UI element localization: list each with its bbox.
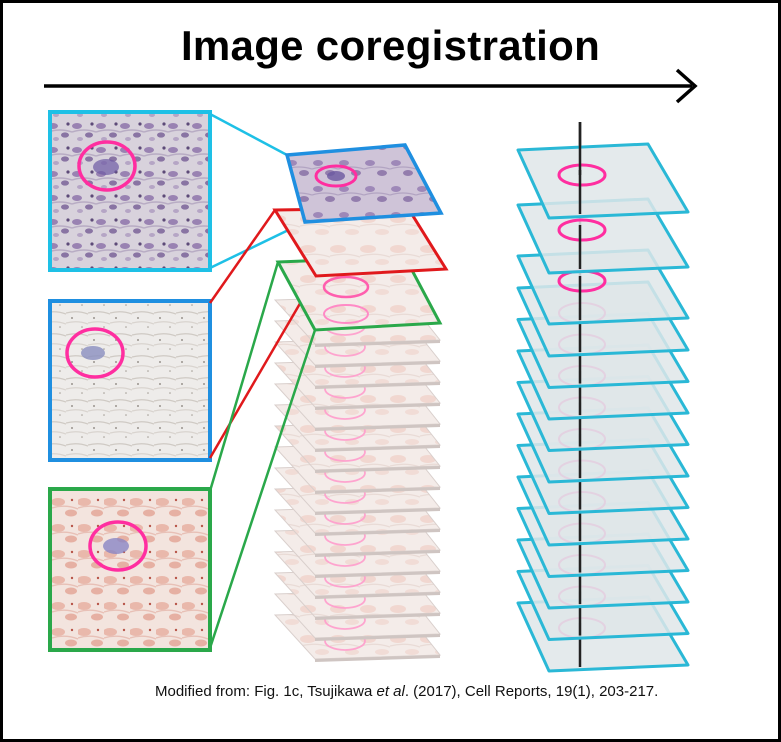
he-stain-inset [48, 110, 212, 272]
caption-text-after: . (2017), Cell Reports, 19(1), 203-217. [404, 683, 659, 700]
figure-title: Image coregistration [180, 22, 601, 69]
blue-outlined-slice [284, 143, 444, 224]
figure-caption: Modified from: Fig. 1c, Tsujikawa et al.… [155, 683, 658, 700]
right-arrow-icon [44, 68, 698, 104]
tissue-slice-stack [273, 295, 442, 662]
grey-stain-inset [48, 299, 212, 462]
red-stain-inset [48, 487, 212, 652]
caption-text-before: Modified from: Fig. 1c, Tsujikawa [155, 683, 377, 700]
registered-slide-stack [516, 122, 690, 673]
caption-et-al: et al [376, 683, 405, 700]
registered-slide [516, 142, 690, 220]
